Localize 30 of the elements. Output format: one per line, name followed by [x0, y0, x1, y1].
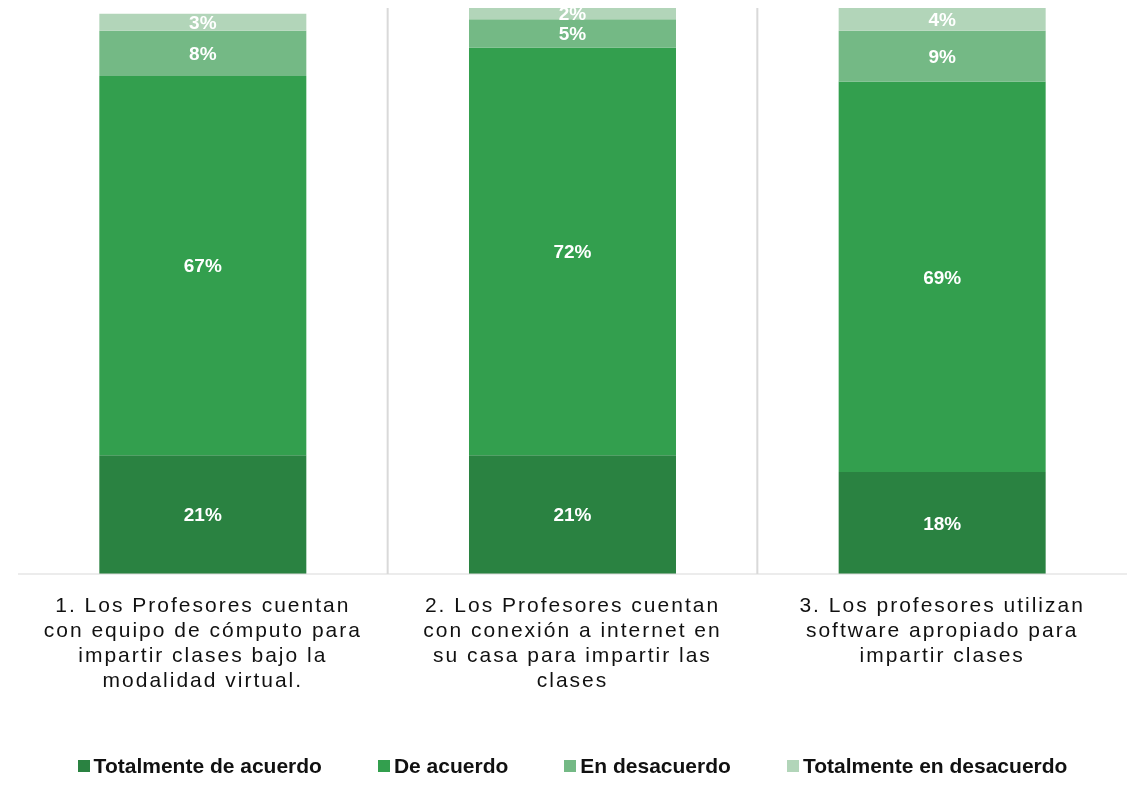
bar [468, 19, 676, 48]
legend-label: Totalmente en desacuerdo [801, 754, 1068, 778]
data-label: 8% [189, 43, 217, 65]
data-label: 21% [553, 504, 592, 526]
legend-label: De acuerdo [392, 754, 509, 778]
data-label: 3% [189, 11, 217, 33]
bar [838, 472, 1046, 574]
legend-label: En desacuerdo [579, 754, 731, 778]
bar [468, 47, 676, 456]
data-label: 72% [553, 241, 592, 263]
bar [99, 30, 307, 76]
data-label: 18% [923, 512, 962, 534]
data-label: 69% [923, 266, 962, 288]
bar [468, 455, 676, 574]
data-label: 5% [558, 23, 587, 45]
bar [838, 30, 1046, 82]
bar [838, 8, 1046, 31]
data-label: 67% [183, 255, 222, 277]
x-tick-label: 2. Los Profesores cuentan con conexión a internet en su casa para impartir las clases [423, 593, 722, 691]
legend-label: Totalmente de acuerdo [92, 754, 322, 778]
data-label: 9% [928, 45, 956, 67]
data-label: 21% [183, 504, 222, 526]
data-label: 4% [928, 9, 956, 31]
bar [99, 75, 307, 456]
bar [838, 81, 1046, 473]
bar [99, 455, 307, 574]
x-tick-label: 3. Los profesores utilizan software apropiado para impartir clases [799, 593, 1085, 666]
x-tick-label: 1. Los Profesores cuentan con equipo de cómputo para impartir clases bajo la modalidad virtual. [43, 593, 362, 691]
data-label: 2% [558, 3, 587, 25]
bar [99, 13, 307, 31]
